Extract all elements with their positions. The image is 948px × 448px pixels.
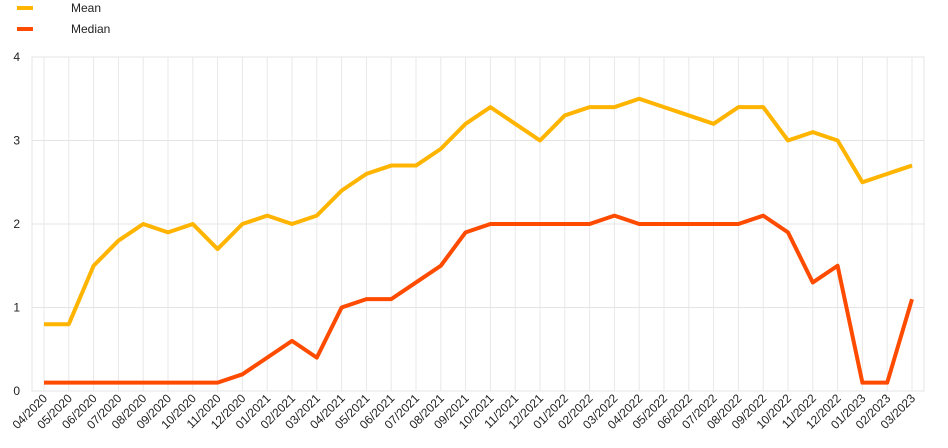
data-point-mean [315,214,318,217]
data-point-median [167,381,170,384]
y-tick-label: 1 [13,301,20,315]
grid-lines [31,56,925,392]
data-point-median [687,223,690,226]
data-point-median [861,381,864,384]
data-point-mean [613,106,616,109]
data-point-median [315,356,318,359]
data-point-median [787,231,790,234]
data-point-median [663,223,666,226]
data-point-mean [67,323,70,326]
data-point-mean [340,189,343,192]
data-point-median [737,223,740,226]
data-point-mean [787,139,790,142]
data-point-mean [886,172,889,175]
data-point-median [613,214,616,217]
data-point-mean [861,181,864,184]
x-axis: 04/202005/202006/202007/202008/202009/20… [10,391,919,432]
series-lines [43,96,914,385]
data-point-median [117,381,120,384]
data-point-median [712,223,715,226]
data-point-mean [514,122,517,125]
data-point-mean [687,114,690,117]
data-point-mean [762,106,765,109]
data-point-median [836,264,839,267]
data-point-median [886,381,889,384]
y-axis: 0 1 2 3 4 [13,50,20,398]
data-point-median [191,381,194,384]
y-tick-label: 0 [13,384,20,398]
data-point-mean [811,131,814,134]
data-point-mean [191,223,194,226]
data-point-median [340,306,343,309]
data-point-mean [266,214,269,217]
data-point-median [489,223,492,226]
data-point-mean [241,223,244,226]
y-tick-label: 4 [13,50,20,64]
data-point-mean [291,223,294,226]
data-point-median [92,381,95,384]
data-point-median [464,231,467,234]
data-point-mean [712,122,715,125]
data-point-median [911,298,914,301]
data-point-mean [563,114,566,117]
data-point-median [142,381,145,384]
series-line-mean [44,96,913,327]
data-point-mean [911,164,914,167]
legend-label: Median [71,22,110,36]
data-point-median [439,264,442,267]
data-point-mean [365,172,368,175]
legend-label: Mean [71,1,101,15]
data-point-mean [439,147,442,150]
data-point-mean [836,139,839,142]
legend: Mean Median [17,1,110,36]
data-point-median [588,223,591,226]
series-line-median [44,213,914,385]
data-point-median [539,223,542,226]
data-point-median [241,373,244,376]
data-point-median [415,281,418,284]
data-point-mean [588,106,591,109]
data-point-mean [92,264,95,267]
data-point-mean [43,323,46,326]
data-point-mean [539,139,542,142]
data-point-mean [142,223,145,226]
data-point-mean [390,164,393,167]
data-point-median [365,298,368,301]
data-point-median [762,214,765,217]
data-point-median [811,281,814,284]
y-tick-label: 3 [13,134,20,148]
data-point-mean [638,97,641,100]
data-point-mean [489,106,492,109]
y-tick-label: 2 [13,217,20,231]
data-point-mean [663,106,666,109]
data-point-mean [117,239,120,242]
data-point-median [266,356,269,359]
data-point-median [563,223,566,226]
data-point-median [514,223,517,226]
data-point-median [67,381,70,384]
data-point-mean [216,248,219,251]
data-point-median [390,298,393,301]
data-point-mean [464,122,467,125]
data-point-mean [737,106,740,109]
data-point-median [216,381,219,384]
data-point-median [291,339,294,342]
data-point-mean [415,164,418,167]
data-point-median [638,223,641,226]
data-point-mean [167,231,170,234]
data-point-median [43,381,46,384]
